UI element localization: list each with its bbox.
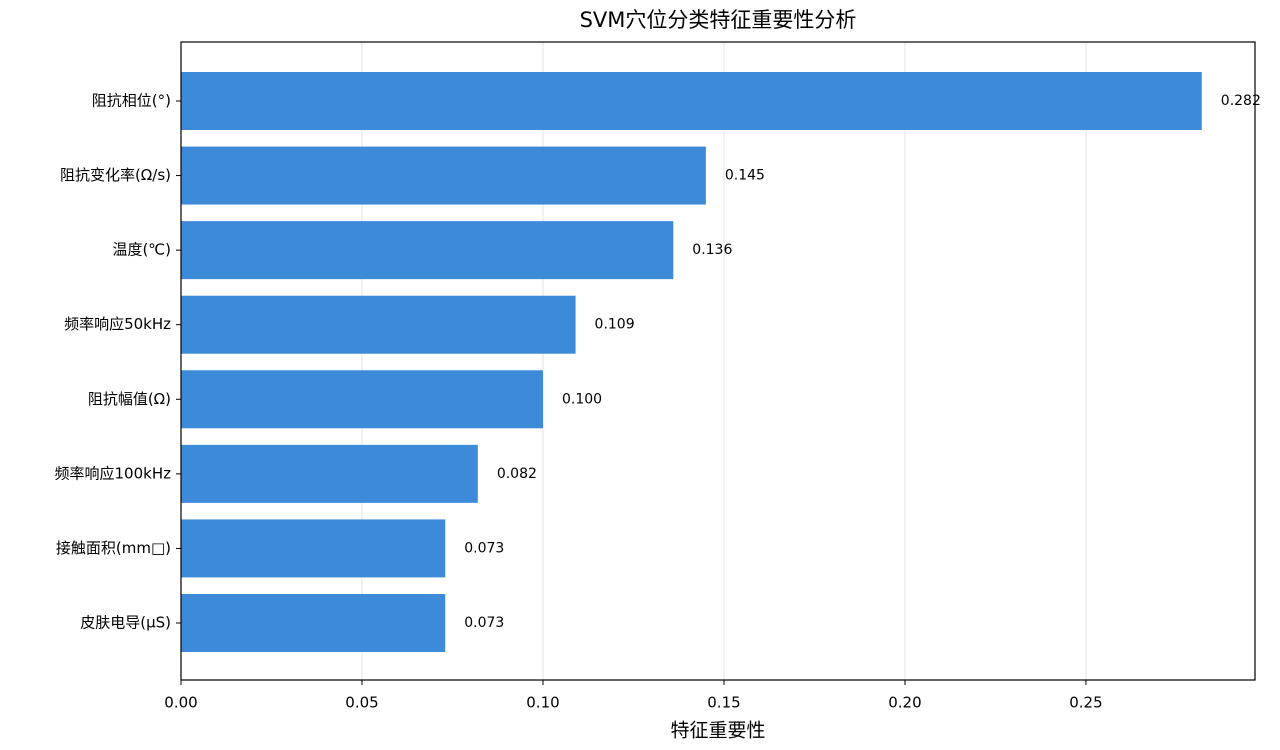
value-label: 0.136 xyxy=(692,242,732,258)
y-tick-label: 阻抗幅值(Ω) xyxy=(88,390,171,408)
bar xyxy=(181,146,706,205)
bar xyxy=(181,370,543,429)
value-label: 0.145 xyxy=(725,168,765,184)
x-tick-label: 0.15 xyxy=(707,694,740,712)
y-tick-label: 频率响应100kHz xyxy=(55,464,172,482)
value-label: 0.100 xyxy=(562,391,602,407)
y-tick-label: 温度(℃) xyxy=(112,241,171,259)
y-tick-label: 阻抗变化率(Ω/s) xyxy=(60,166,171,184)
bar xyxy=(181,593,446,652)
bar xyxy=(181,295,576,354)
x-tick-label: 0.00 xyxy=(164,694,197,712)
value-label: 0.082 xyxy=(497,466,537,482)
y-tick-label: 频率响应50kHz xyxy=(64,315,171,333)
value-label: 0.109 xyxy=(595,317,635,333)
plot-frame xyxy=(180,41,1256,681)
x-axis-label: 特征重要性 xyxy=(670,720,765,742)
y-tick-label: 接触面积(mm□) xyxy=(56,539,171,557)
value-label: 0.073 xyxy=(464,615,504,631)
chart-title: SVM穴位分类特征重要性分析 xyxy=(580,8,857,32)
x-tick-label: 0.20 xyxy=(888,694,921,712)
x-tick-label: 0.25 xyxy=(1069,694,1102,712)
bar xyxy=(181,519,446,578)
bar xyxy=(181,444,478,503)
y-tick-label: 阻抗相位(°) xyxy=(92,92,171,110)
x-tick-label: 0.05 xyxy=(345,694,378,712)
x-tick-label: 0.10 xyxy=(526,694,559,712)
y-tick-label: 皮肤电导(μS) xyxy=(80,613,171,631)
value-label: 0.282 xyxy=(1221,93,1261,109)
bar xyxy=(181,72,1202,130)
value-label: 0.073 xyxy=(464,540,504,556)
bar xyxy=(181,221,674,280)
